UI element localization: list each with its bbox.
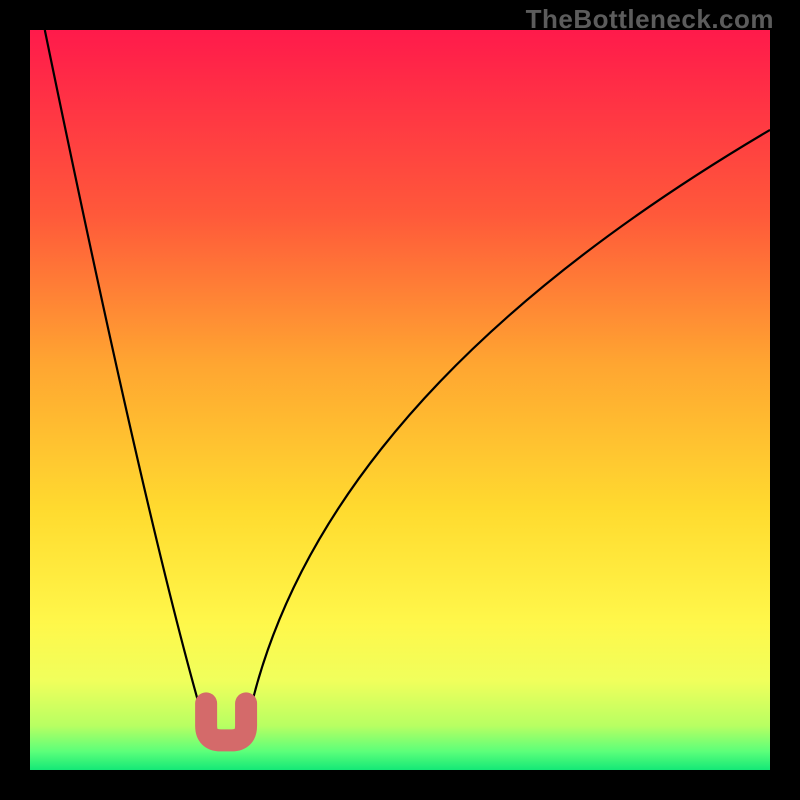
watermark-text: TheBottleneck.com	[526, 4, 774, 35]
chart-frame: TheBottleneck.com	[0, 0, 800, 800]
heat-gradient	[30, 30, 770, 770]
